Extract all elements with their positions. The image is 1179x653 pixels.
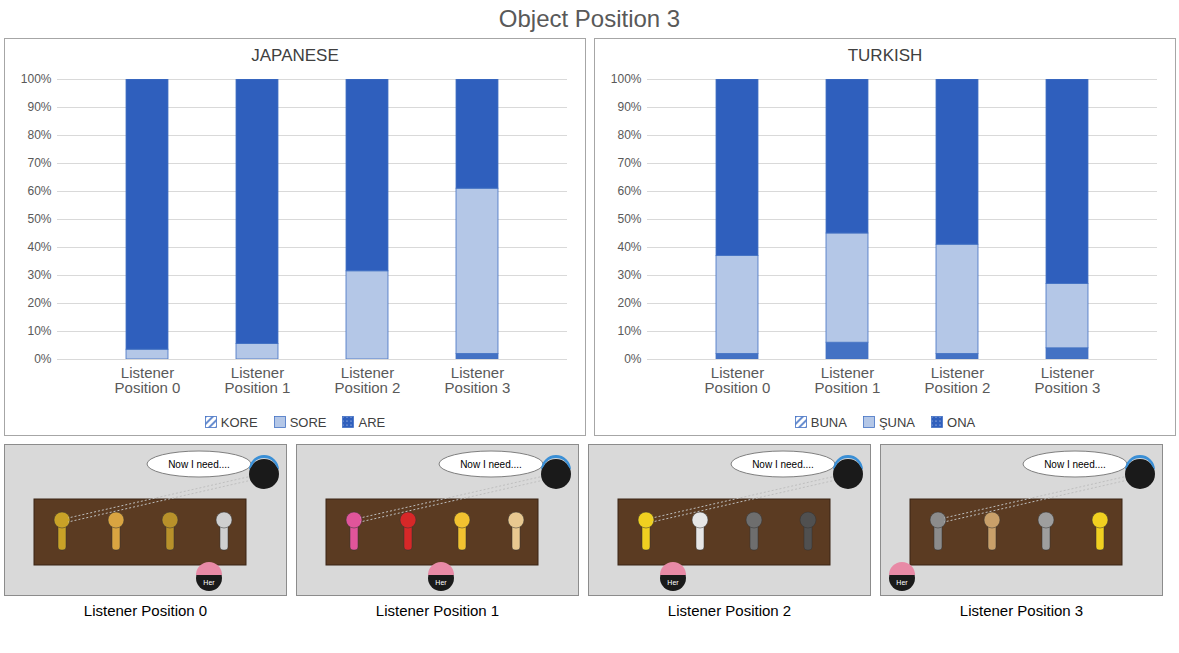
svg-text:90%: 90% [617,100,641,114]
html-text:Object Position 3: Object Position 3 [498,5,681,32]
svg-text:60%: 60% [617,184,641,198]
svg-text:ListenerPosition 1: ListenerPosition 1 [225,364,291,396]
svg-text:10%: 10% [27,324,51,338]
svg-text:40%: 40% [27,240,51,254]
svg-text:ListenerPosition 0: ListenerPosition 0 [705,364,771,396]
svg-text:ListenerPosition 3: ListenerPosition 3 [1035,364,1101,396]
html-text:ONA: ONA [947,414,976,430]
svg-text:20%: 20% [27,296,51,310]
svg-text:ListenerPosition 3: ListenerPosition 3 [445,364,511,396]
svg-text:70%: 70% [617,156,641,170]
svg-text:70%: 70% [27,156,51,170]
svg-text:60%: 60% [27,184,51,198]
svg-text:40%: 40% [617,240,641,254]
html-text:Listener Position 0: Listener Position 0 [83,602,208,619]
html-text:ŞUNA: ŞUNA [878,414,915,430]
svg-text:30%: 30% [27,268,51,282]
html-text:ARE: ARE [358,414,386,430]
svg-text:Her: Her [435,579,447,586]
svg-text:Her: Her [667,579,679,586]
svg-text:10%: 10% [617,324,641,338]
svg-text:Now I need....: Now I need.... [752,459,814,470]
svg-text:100%: 100% [21,72,52,86]
svg-text:Now I need....: Now I need.... [168,459,230,470]
svg-text:Now I need....: Now I need.... [460,459,522,470]
html-text:Listener Position 1: Listener Position 1 [375,602,500,619]
svg-text:90%: 90% [27,100,51,114]
svg-text:ListenerPosition 2: ListenerPosition 2 [925,364,991,396]
html-text:SORE: SORE [289,414,327,430]
html-text:JAPANESE: JAPANESE [251,46,339,65]
svg-text:80%: 80% [617,128,641,142]
svg-text:Now I need....: Now I need.... [1044,459,1106,470]
svg-text:80%: 80% [27,128,51,142]
svg-text:Her: Her [896,579,908,586]
svg-text:ListenerPosition 0: ListenerPosition 0 [115,364,181,396]
svg-text:100%: 100% [611,72,642,86]
svg-text:30%: 30% [617,268,641,282]
svg-text:50%: 50% [27,212,51,226]
svg-text:0%: 0% [34,352,52,366]
html-text:Listener Position 3: Listener Position 3 [959,602,1084,619]
svg-text:Her: Her [203,579,215,586]
svg-text:20%: 20% [617,296,641,310]
html-text:BUNA: BUNA [810,414,847,430]
html-text:Listener Position 2: Listener Position 2 [667,602,792,619]
svg-text:50%: 50% [617,212,641,226]
html-text:TURKISH: TURKISH [847,46,923,65]
html-text:KORE: KORE [220,414,258,430]
svg-text:ListenerPosition 1: ListenerPosition 1 [815,364,881,396]
svg-text:0%: 0% [624,352,642,366]
svg-text:ListenerPosition 2: ListenerPosition 2 [335,364,401,396]
